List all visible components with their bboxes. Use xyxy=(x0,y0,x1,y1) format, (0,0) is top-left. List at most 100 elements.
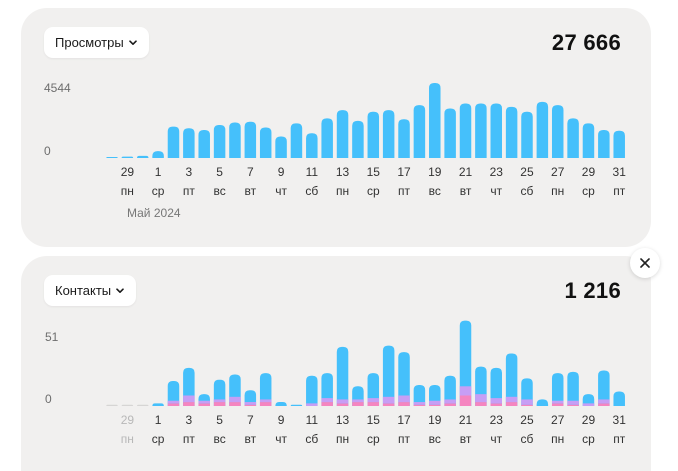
contacts-tick-day: 19 xyxy=(428,413,442,427)
contacts-bar xyxy=(152,403,164,406)
views-tick-weekday: пн xyxy=(551,184,564,198)
contacts-bar xyxy=(321,373,333,406)
contacts-segment-pink xyxy=(521,404,533,406)
contacts-bar xyxy=(106,404,118,406)
views-bar xyxy=(444,108,456,158)
views-tick-weekday: сб xyxy=(305,184,318,198)
views-bar xyxy=(582,123,595,158)
views-bar xyxy=(459,103,472,158)
contacts-segment-pink xyxy=(382,403,395,406)
contacts-tick-weekday: пт xyxy=(398,432,410,446)
views-bar xyxy=(229,122,241,158)
views-tick-weekday: ср xyxy=(582,184,595,198)
views-bar xyxy=(290,123,303,158)
views-bar xyxy=(567,118,579,158)
views-bar xyxy=(259,127,272,158)
contacts-tick-weekday: пн xyxy=(336,432,349,446)
contacts-tick-day: 17 xyxy=(397,413,411,427)
views-bar-chart: 29 пн 1 ср 3 пт 5 вс 7 вт 9 чт 11 сб 13 пн 15 ср 17 пт 19 вс 2… xyxy=(106,83,626,220)
contacts-segment-purple xyxy=(398,395,410,403)
contacts-segment-pink xyxy=(490,403,502,406)
contacts-tick-day: 13 xyxy=(336,413,350,427)
close-button[interactable] xyxy=(630,248,660,278)
contacts-tick-day: 5 xyxy=(216,413,223,427)
contacts-bar xyxy=(136,404,149,406)
views-bar xyxy=(321,118,333,158)
views-bar xyxy=(367,111,380,158)
contacts-metric-dropdown[interactable]: Контакты xyxy=(44,275,137,306)
contacts-segment-purple xyxy=(352,399,364,403)
contacts-tick-day: 7 xyxy=(247,413,254,427)
contacts-segment-purple xyxy=(306,403,318,406)
contacts-segment-purple xyxy=(413,402,426,405)
views-metric-label: Просмотры xyxy=(55,35,124,50)
contacts-tick-day: 29 xyxy=(121,413,135,427)
contacts-segment-pink xyxy=(567,404,579,406)
views-tick-day: 15 xyxy=(367,165,381,179)
views-bar xyxy=(598,129,610,158)
contacts-bar xyxy=(613,391,625,406)
views-tick-day: 27 xyxy=(551,165,565,179)
views-bar xyxy=(382,110,395,158)
contacts-bar xyxy=(459,320,472,406)
views-y-min-label: 0 xyxy=(44,144,51,158)
contacts-segment-pink xyxy=(244,404,257,406)
contacts-tick-weekday: вс xyxy=(213,432,225,446)
contacts-metric-label: Контакты xyxy=(55,283,112,298)
views-bar xyxy=(521,111,533,158)
contacts-tick-day: 15 xyxy=(367,413,381,427)
contacts-bar xyxy=(582,394,595,406)
contacts-segment-purple xyxy=(198,400,210,404)
contacts-tick-day: 23 xyxy=(490,413,504,427)
views-bar xyxy=(213,124,226,158)
views-bar xyxy=(505,106,518,158)
views-bar xyxy=(413,105,426,158)
views-bar xyxy=(475,103,487,158)
contacts-segment-purple xyxy=(382,396,395,404)
views-bar xyxy=(490,103,502,158)
views-bar xyxy=(398,119,410,158)
views-tick-day: 9 xyxy=(278,165,285,179)
views-bar xyxy=(106,157,118,158)
views-tick-weekday: ср xyxy=(367,184,380,198)
chevron-down-icon xyxy=(128,39,137,45)
views-tick-day: 29 xyxy=(582,165,596,179)
contacts-tick-weekday: вт xyxy=(245,432,257,446)
contacts-segment-pink xyxy=(229,402,241,406)
views-metric-dropdown[interactable]: Просмотры xyxy=(44,27,149,58)
contacts-tick-weekday: вт xyxy=(460,432,472,446)
views-bar xyxy=(244,121,257,158)
contacts-tick-weekday: чт xyxy=(490,432,502,446)
contacts-tick-weekday: сб xyxy=(305,432,318,446)
contacts-segment-purple xyxy=(213,399,226,403)
contacts-segment-purple xyxy=(167,400,180,404)
contacts-tick-weekday: пт xyxy=(183,432,195,446)
views-bar xyxy=(198,129,210,158)
contacts-segment-purple xyxy=(259,399,272,403)
contacts-y-min-label: 0 xyxy=(45,392,52,406)
views-bar xyxy=(183,128,195,158)
contacts-tick-day: 25 xyxy=(520,413,534,427)
contacts-segment-purple xyxy=(567,400,579,405)
contacts-segment-pink xyxy=(367,402,380,406)
contacts-tick-day: 27 xyxy=(551,413,565,427)
contacts-tick-weekday: пт xyxy=(613,432,625,446)
contacts-segment-pink xyxy=(413,404,426,406)
contacts-tick-weekday: ср xyxy=(152,432,165,446)
views-tick-weekday: вс xyxy=(429,184,441,198)
views-bar xyxy=(275,136,287,158)
views-tick-day: 3 xyxy=(186,165,193,179)
contacts-bar xyxy=(336,346,349,406)
contacts-segment-pink xyxy=(167,403,180,406)
contacts-segment-purple xyxy=(321,398,333,403)
views-tick-day: 21 xyxy=(459,165,473,179)
contacts-segment-purple xyxy=(229,396,241,403)
contacts-segment-purple xyxy=(429,400,441,405)
contacts-tick-weekday: сб xyxy=(521,432,534,446)
contacts-segment-pink xyxy=(336,403,349,406)
views-tick-day: 17 xyxy=(397,165,411,179)
views-bar xyxy=(167,126,180,158)
contacts-segment-purple xyxy=(582,403,595,406)
contacts-tick-day: 11 xyxy=(306,413,319,427)
contacts-card: Контакты 1 216 51 0 29 пн 1 ср 3 пт 5 вс 7 вт 9 чт 1… xyxy=(21,256,651,471)
